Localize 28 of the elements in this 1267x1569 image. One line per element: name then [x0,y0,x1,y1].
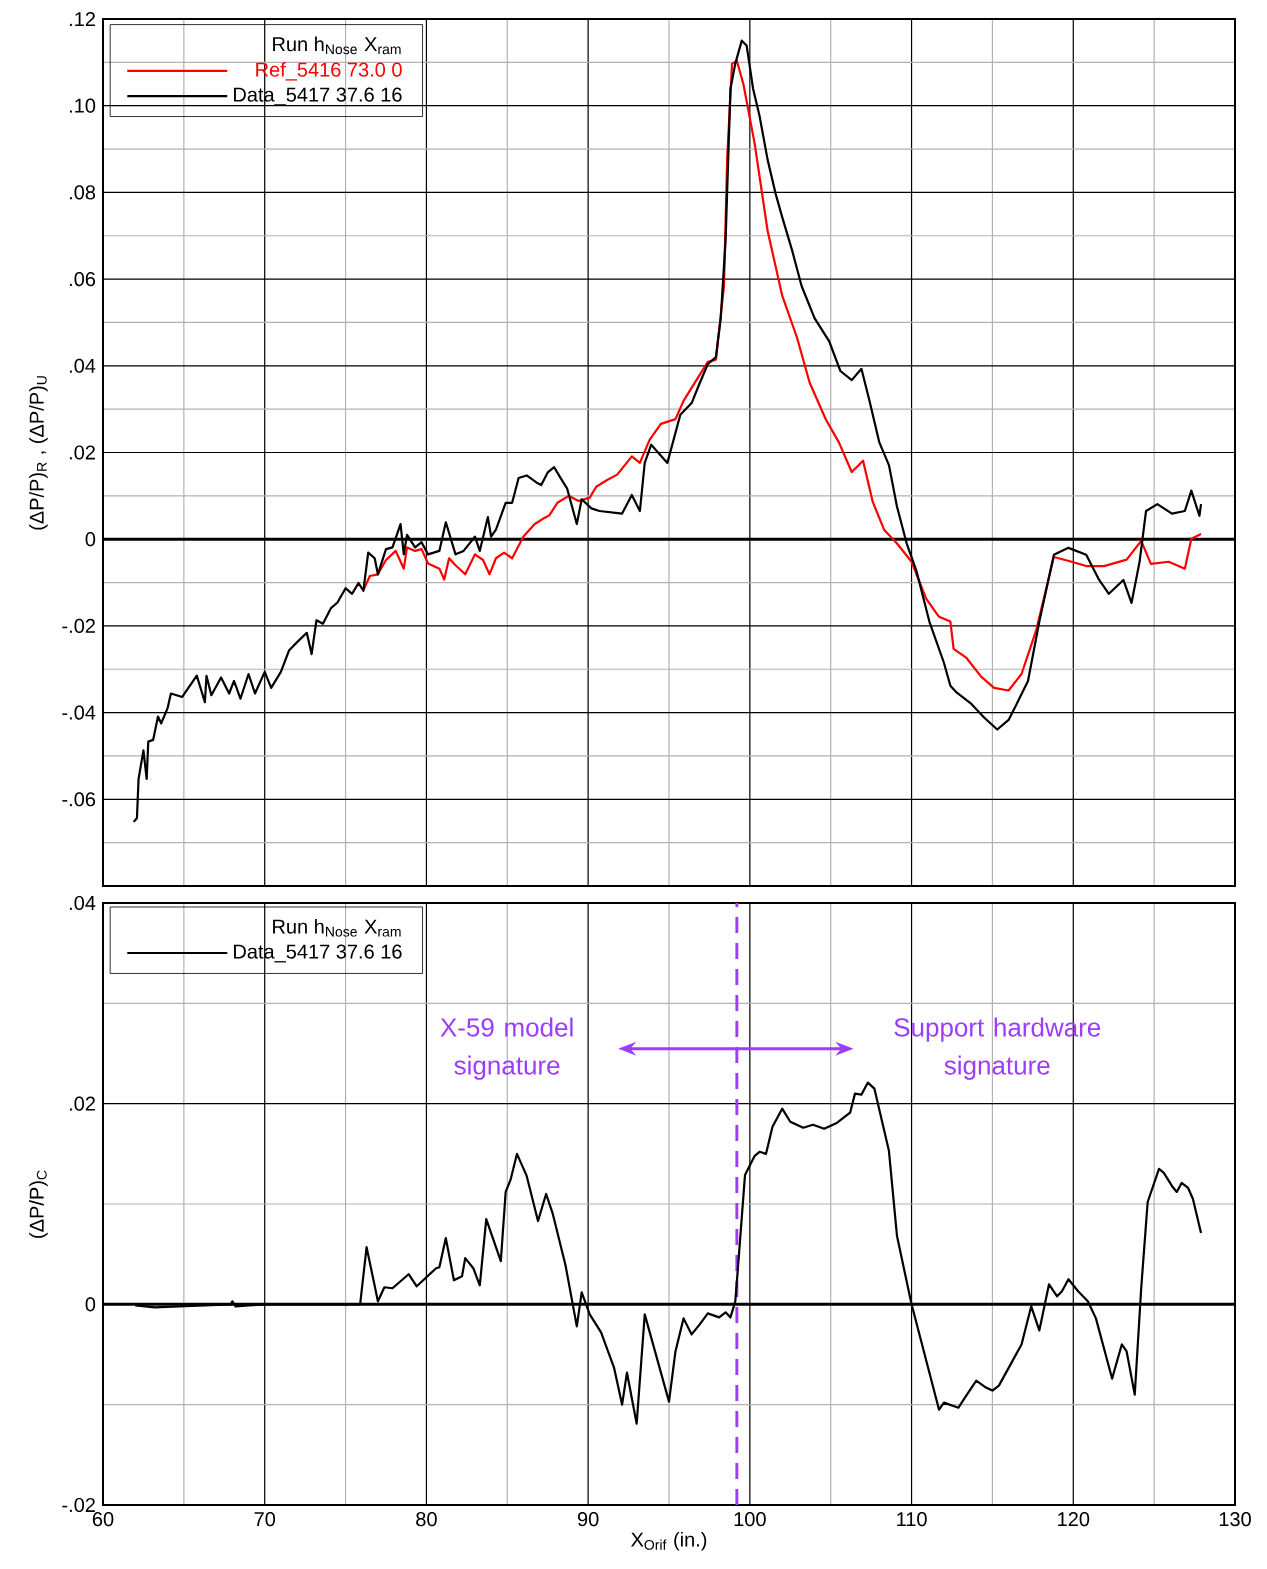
x-tick-label: 100 [734,1512,766,1527]
y-tick-label: -.04 [62,705,96,720]
y-tick-label: -.06 [62,792,96,807]
y-tick-label: .04 [69,895,96,911]
y-tick-label: .08 [69,185,96,200]
legend-title: Run h$_{Nose}$ X$_{ram}$ [273,36,401,55]
legend-title: Run h$_{Nose}$ X$_{ram}$ [273,919,401,937]
y-tick-label: .12 [69,12,95,26]
y-tick-label: .06 [69,272,96,287]
x-axis-title: X$_{Orif}$ (in.) [630,1531,707,1551]
y-tick-label: 0 [85,1297,96,1312]
y-tick-label: .02 [69,445,95,460]
y-axis-title: (ΔP/P)$_{R}$ , (ΔP/P)$_{U}$ [29,376,48,530]
x-tick-label: 110 [897,1512,927,1527]
y-tick-label: .10 [69,98,96,113]
y-tick-label: -.02 [62,1497,95,1513]
annotation: X-59 model signature [440,1017,573,1080]
x-tick-label: 90 [577,1512,599,1527]
x-tick-label: 120 [1058,1512,1090,1527]
x-tick-label: 80 [416,1512,437,1527]
y-tick-label: -.02 [62,618,95,633]
y-axis-title: (ΔP/P)$_{C}$ [29,1170,48,1238]
y-tick-label: 0 [85,532,96,547]
x-tick-label: 130 [1219,1512,1251,1527]
y-tick-label: .04 [69,358,96,373]
y-tick-label: .02 [69,1096,95,1111]
x-tick-label: 70 [254,1512,276,1527]
x-tick-label: 60 [92,1512,114,1527]
